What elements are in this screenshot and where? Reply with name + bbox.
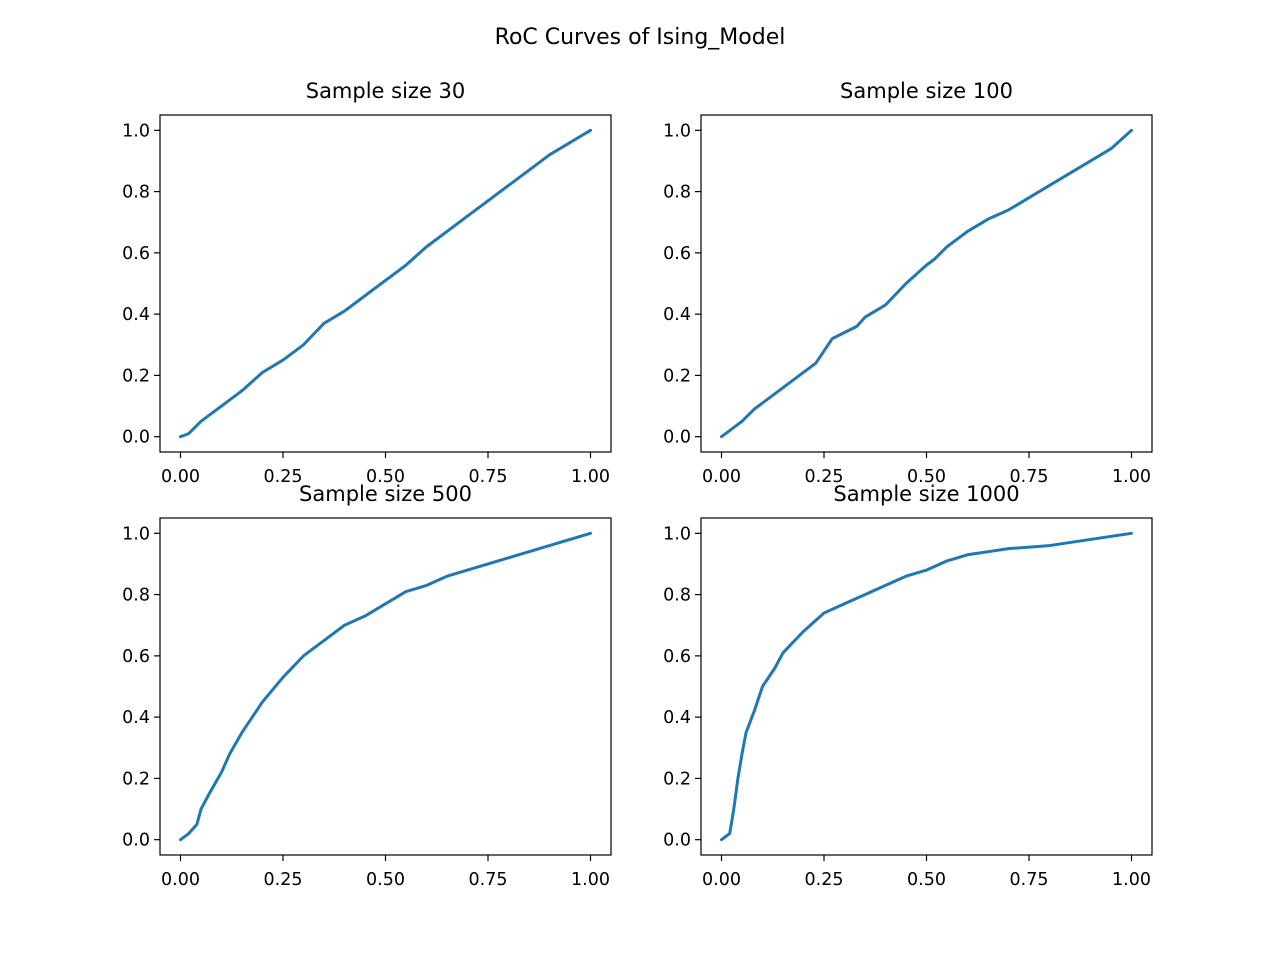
y-tick-label: 0.2 — [663, 769, 691, 789]
x-tick-label: 0.75 — [469, 870, 508, 890]
y-tick-label: 0.4 — [122, 305, 150, 325]
figure-suptitle: RoC Curves of Ising_Model — [495, 25, 786, 50]
x-tick-label: 0.00 — [702, 870, 741, 890]
x-tick-label: 0.50 — [366, 870, 405, 890]
roc-curve-line — [179, 128, 592, 439]
y-tick-label: 0.6 — [122, 244, 150, 264]
subplot-3: Sample size 500 0.00 0.25 0.50 0.75 1.00 0.0 0.… — [122, 482, 612, 890]
x-tick-label: 0.50 — [366, 467, 405, 487]
roc-curve-line — [179, 531, 592, 842]
x-tick-label: 0.00 — [161, 870, 200, 890]
subplot-1: Sample size 30 0.00 0.25 0.50 0.75 1.00 0.0 0.2… — [122, 79, 612, 487]
subplot-2: Sample size 100 0.00 0.25 0.50 0.75 1.00 0.0 0.… — [663, 79, 1153, 487]
x-tick-label: 1.00 — [1112, 467, 1151, 487]
subplot-title: Sample size 100 — [840, 79, 1013, 103]
y-tick-label: 0.8 — [122, 586, 150, 606]
y-tick-label: 0.0 — [663, 831, 691, 851]
x-tick-label: 0.50 — [907, 870, 946, 890]
x-tick-label: 0.75 — [469, 467, 508, 487]
x-tick-label: 0.00 — [161, 467, 200, 487]
y-tick-label: 1.0 — [122, 121, 150, 141]
y-tick-label: 0.0 — [122, 428, 150, 448]
x-tick-label: 1.00 — [571, 870, 610, 890]
y-tick-label: 0.2 — [663, 366, 691, 386]
y-tick-label: 0.4 — [663, 708, 691, 728]
x-tick-label: 1.00 — [571, 467, 610, 487]
y-tick-label: 0.8 — [663, 586, 691, 606]
y-tick-label: 1.0 — [663, 121, 691, 141]
axes-frame — [159, 517, 612, 856]
y-tick-label: 0.4 — [122, 708, 150, 728]
y-tick-label: 0.0 — [663, 428, 691, 448]
x-tick-label: 0.25 — [264, 467, 303, 487]
roc-curve-line — [720, 128, 1133, 439]
y-tick-label: 0.2 — [122, 769, 150, 789]
y-tick-label: 1.0 — [663, 524, 691, 544]
subplot-grid: Sample size 30 0.00 0.25 0.50 0.75 1.00 0.0 0.2… — [122, 79, 1153, 890]
subplot-4: Sample size 1000 0.00 0.25 0.50 0.75 1.00 0.0 0… — [663, 482, 1153, 890]
x-tick-label: 0.50 — [907, 467, 946, 487]
y-tick-label: 0.2 — [122, 366, 150, 386]
axes-frame — [700, 517, 1153, 856]
y-tick-label: 0.0 — [122, 831, 150, 851]
roc-curve-line — [720, 531, 1133, 842]
x-tick-label: 0.75 — [1010, 870, 1049, 890]
subplot-title: Sample size 30 — [306, 79, 466, 103]
subplot-title: Sample size 500 — [299, 482, 472, 506]
y-tick-label: 0.6 — [122, 647, 150, 667]
y-tick-label: 0.6 — [663, 647, 691, 667]
y-tick-label: 0.6 — [663, 244, 691, 264]
subplot-title: Sample size 1000 — [833, 482, 1019, 506]
x-tick-label: 0.25 — [264, 870, 303, 890]
y-tick-label: 0.8 — [663, 183, 691, 203]
x-tick-label: 0.00 — [702, 467, 741, 487]
y-tick-label: 0.8 — [122, 183, 150, 203]
y-tick-label: 0.4 — [663, 305, 691, 325]
x-tick-label: 0.75 — [1010, 467, 1049, 487]
x-tick-label: 0.25 — [805, 467, 844, 487]
x-tick-label: 1.00 — [1112, 870, 1151, 890]
y-tick-label: 1.0 — [122, 524, 150, 544]
x-tick-label: 0.25 — [805, 870, 844, 890]
